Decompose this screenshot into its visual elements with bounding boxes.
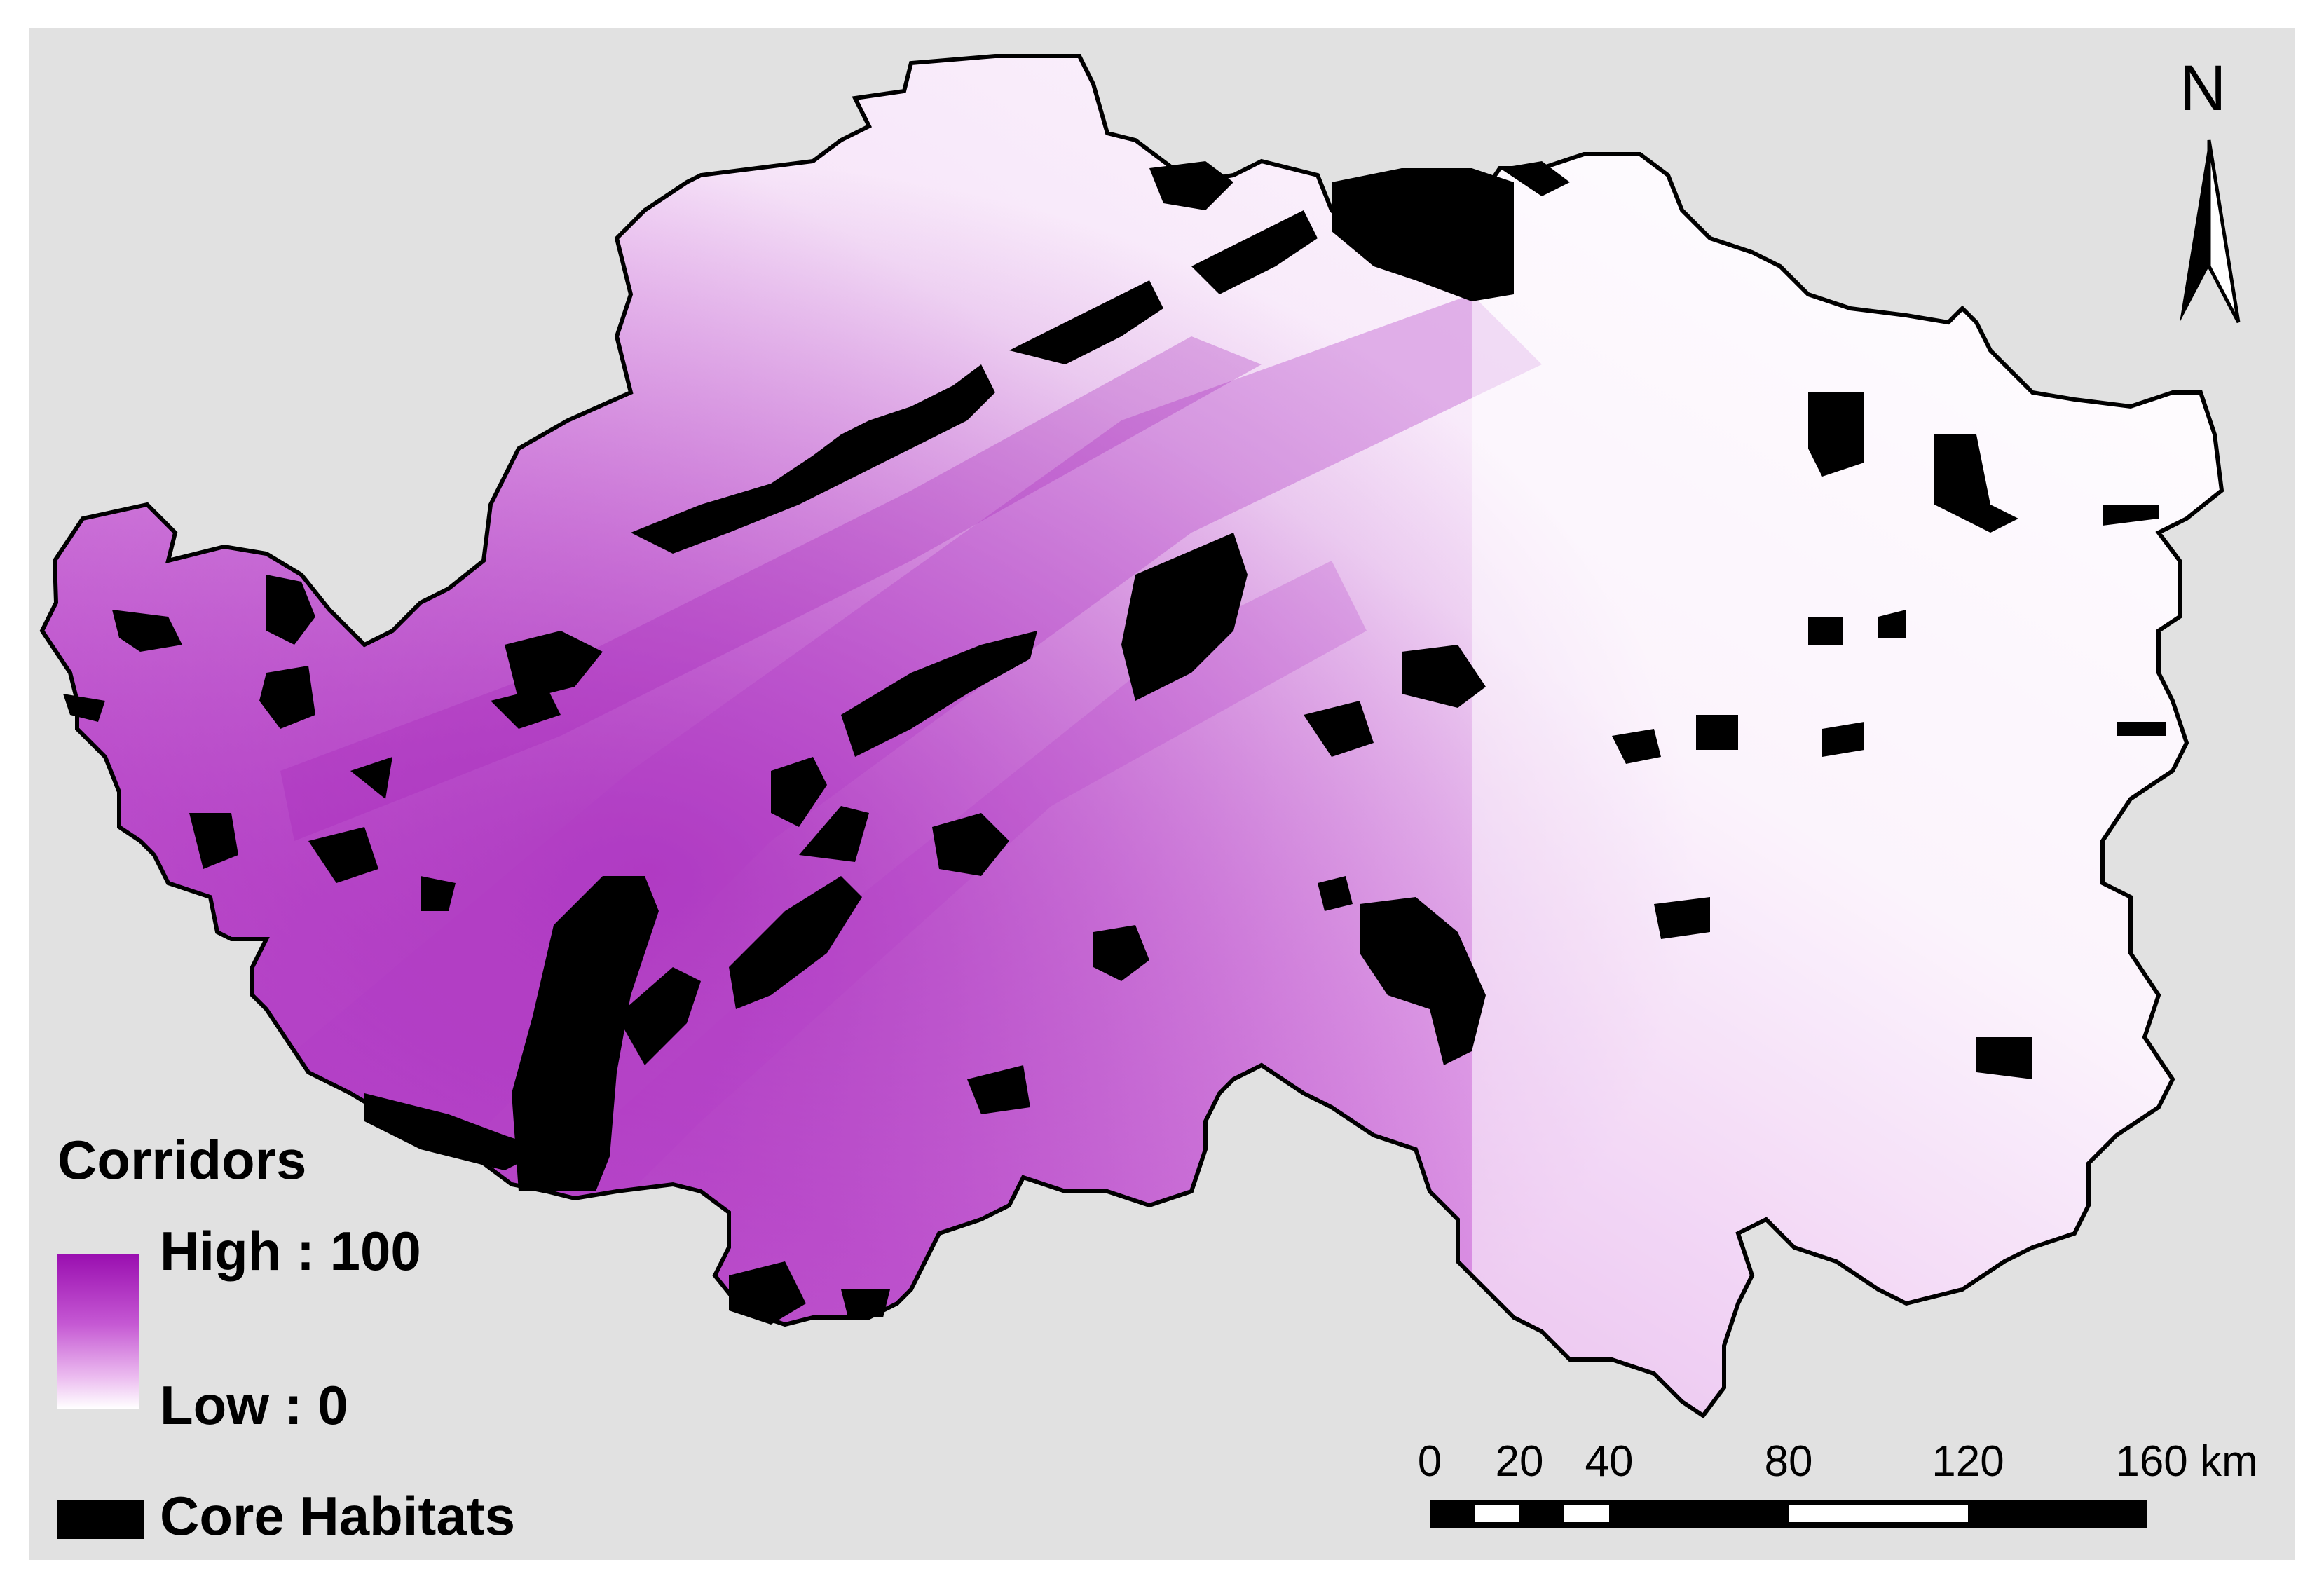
core-habitats: [63, 161, 2166, 1325]
core-habitat-patch: [2117, 722, 2166, 736]
scale-bar: [1430, 1500, 2147, 1528]
core-habitat-patch: [1360, 897, 1486, 1065]
core-habitat-patch: [63, 694, 105, 722]
core-habitat-patch: [112, 610, 182, 652]
core-habitat-patch: [729, 876, 862, 1009]
scale-label: 40: [1585, 1437, 1634, 1486]
scale-label: 20: [1495, 1437, 1544, 1486]
core-habitat-patch: [1402, 645, 1486, 708]
core-habitat-patch: [189, 813, 238, 869]
core-habitat-patch: [1304, 701, 1374, 757]
core-habitat-patch: [967, 1065, 1030, 1114]
core-habitat-patch: [841, 1289, 890, 1318]
core-habitat-patch: [932, 813, 1009, 876]
core-habitat-patch: [617, 967, 701, 1065]
core-habitat-patch: [1332, 168, 1514, 301]
scale-label: 80: [1764, 1437, 1813, 1486]
legend-low-label: Low : 0: [160, 1374, 348, 1436]
core-habitat-patch: [421, 876, 456, 911]
core-habitat-patch: [266, 575, 315, 645]
core-habitat-patch: [631, 364, 995, 554]
core-habitat-patch: [364, 1093, 547, 1170]
core-habitat-patch: [1654, 897, 1710, 939]
core-habitat-patch: [1822, 722, 1864, 757]
core-habitat-patch: [1612, 729, 1661, 764]
core-habitat-patch: [1696, 715, 1738, 750]
core-habitat-patch: [1878, 610, 1906, 638]
core-habitat-patch: [512, 876, 659, 1191]
core-habitat-patch: [350, 757, 392, 799]
core-habitat-patch: [505, 631, 603, 701]
core-habitat-patch: [1318, 876, 1353, 911]
core-habitat-patch: [1500, 161, 1570, 196]
core-habitat-patch: [491, 687, 561, 729]
core-habitat-patch: [1121, 533, 1248, 701]
legend-core-label: Core Habitats: [160, 1485, 516, 1547]
core-habitat-patch: [771, 757, 827, 827]
core-habitat-patch: [308, 827, 378, 883]
core-habitat-patch: [729, 1261, 806, 1325]
core-habitat-patch: [1976, 1037, 2032, 1079]
core-habitat-patch: [1808, 617, 1843, 645]
core-habitat-patch: [1093, 925, 1149, 981]
scale-label: 160 km: [2115, 1437, 2258, 1486]
core-habitat-patch: [1808, 392, 1864, 477]
core-habitat-patch: [841, 631, 1037, 757]
core-habitat-patch: [1009, 280, 1163, 364]
core-habitat-patch: [1191, 210, 1318, 294]
scale-label: 120: [1932, 1437, 2004, 1486]
legend-core-swatch: [57, 1500, 144, 1539]
core-habitat-patch: [799, 806, 869, 862]
core-habitat-patch: [1149, 161, 1233, 210]
north-label: N: [2180, 53, 2227, 124]
core-habitat-patch: [2103, 505, 2159, 526]
legend-high-label: High : 100: [160, 1220, 421, 1282]
scale-label: 0: [1417, 1437, 1442, 1486]
core-habitat-patch: [259, 666, 315, 729]
legend-title: Corridors: [57, 1129, 307, 1191]
north-arrow-icon: [2180, 139, 2241, 324]
legend-color-ramp: [57, 1254, 139, 1409]
core-habitat-patch: [1934, 434, 2018, 533]
